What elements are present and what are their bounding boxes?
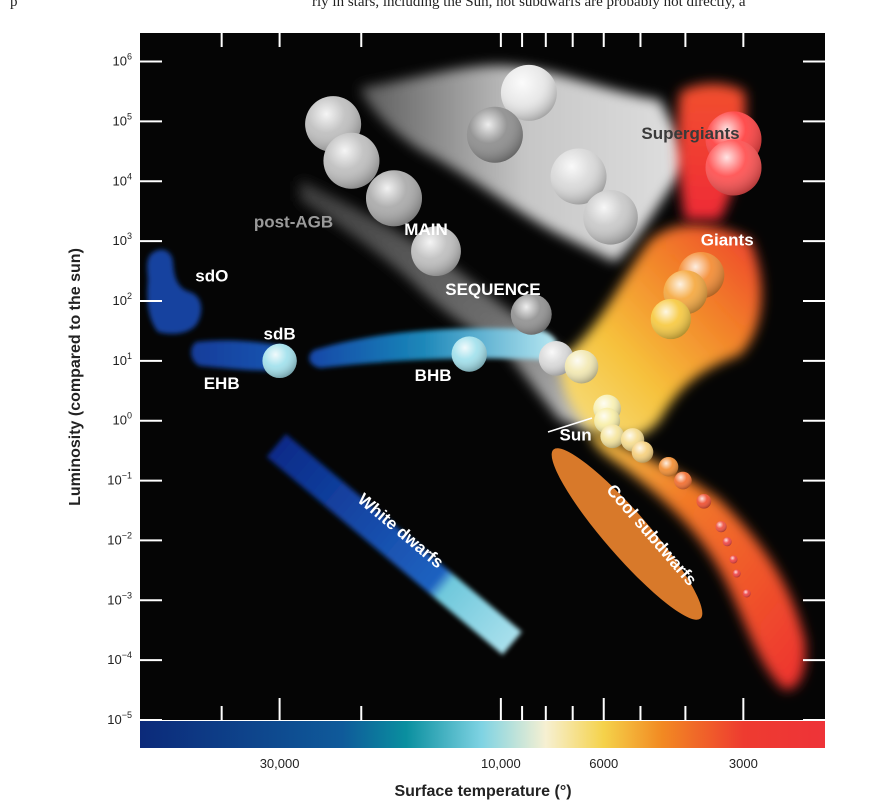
intro-text-fragment: p rly in stars, including the Sun, hot s… (0, 0, 887, 22)
x-tick-label: 10,000 (481, 756, 521, 771)
region-label: SEQUENCE (445, 280, 540, 299)
region-label: Giants (701, 231, 754, 250)
y-tick-label: 10−5 (107, 710, 132, 727)
star-marker (564, 349, 599, 384)
x-tick-label: 6000 (589, 756, 618, 771)
cool-subdwarf-band (551, 448, 703, 620)
y-tick-label: 10−2 (107, 530, 132, 547)
y-tick-label: 106 (113, 52, 132, 69)
intro-text-left: p (10, 0, 18, 10)
star-marker (411, 226, 461, 277)
y-tick-label: 102 (113, 291, 132, 308)
x-tick-label: 3000 (729, 756, 758, 771)
star-marker (715, 521, 727, 533)
y-tick-label: 103 (113, 231, 132, 248)
x-axis-title: Surface temperature (°) (394, 783, 571, 800)
star-marker (722, 537, 732, 547)
star-marker (650, 298, 691, 340)
y-tick-label: 100 (113, 411, 132, 428)
y-tick-label: 10−3 (107, 590, 132, 607)
star-marker (550, 148, 607, 205)
y-axis-ticks: 106 105 104 103 102 101 100 10−1 10−2 10−3 10−4 10−… (107, 52, 825, 727)
star-marker (631, 441, 654, 463)
star-marker (600, 424, 625, 449)
star-marker (583, 190, 638, 245)
star-marker (658, 457, 679, 477)
y-tick-label: 101 (113, 351, 132, 368)
star-marker (742, 589, 751, 598)
y-axis-title: Luminosity (compared to the sun) (67, 248, 84, 506)
region-label: post-AGB (254, 213, 333, 232)
star-marker (466, 106, 523, 163)
x-axis-ticks: 30,000 10,000 6000 3000 (220, 33, 758, 771)
region-label: MAIN (404, 220, 447, 239)
region-label: sdB (264, 325, 296, 344)
y-tick-label: 104 (113, 171, 132, 188)
star-marker (674, 471, 692, 490)
y-tick-label: 10−4 (107, 650, 132, 667)
intro-text-right: rly in stars, including the Sun, hot sub… (312, 0, 746, 10)
region-label: Sun (560, 426, 592, 445)
star-marker (696, 493, 712, 509)
white-dwarf-band (266, 433, 522, 655)
region-label: Supergiants (641, 124, 739, 143)
sdo-region (147, 249, 202, 334)
y-tick-label: 10−1 (107, 471, 132, 488)
sun-pointer-line (547, 417, 593, 433)
y-tick-label: 105 (113, 111, 132, 128)
main-sequence-region (300, 180, 606, 430)
region-label: sdO (195, 267, 228, 286)
star-marker (729, 555, 738, 564)
bhb-region (309, 328, 558, 368)
star-marker (510, 293, 552, 335)
star-marker (705, 139, 762, 196)
star-marker (323, 132, 380, 189)
star-marker (262, 343, 297, 379)
star-marker (500, 64, 557, 121)
stars-layer (262, 64, 762, 598)
red-dwarf-tail (590, 430, 806, 690)
star-marker (451, 336, 487, 372)
temperature-colorbar (140, 721, 825, 748)
x-tick-label: 30,000 (260, 756, 300, 771)
star-marker (365, 170, 422, 227)
region-label: BHB (415, 366, 452, 385)
star-marker (732, 569, 741, 578)
region-label: EHB (204, 374, 240, 393)
